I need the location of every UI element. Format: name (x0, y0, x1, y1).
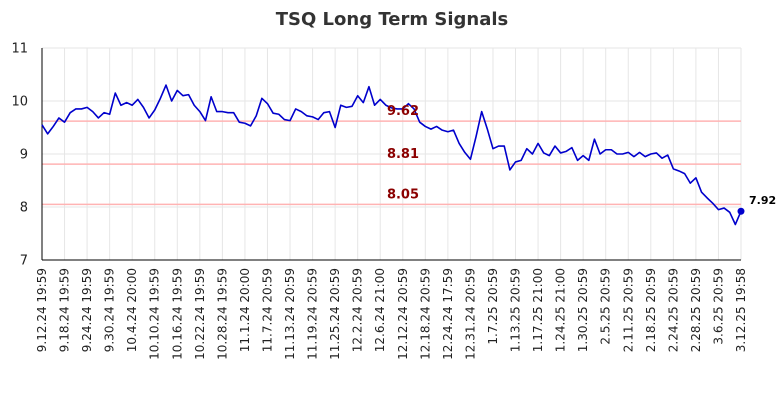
axes: 7 8 9 10 11 9.12.24 19:59 9.18.24 19:59 9.24.24… (11, 42, 748, 360)
x-tick-label: 1.24.25 21:00 (554, 268, 568, 352)
chart-title: TSQ Long Term Signals (276, 9, 508, 30)
x-tick-label: 12.18.24 20:59 (418, 268, 432, 360)
x-tick-label: 11.19.24 20:59 (306, 268, 320, 360)
x-tick-label: 1.17.25 21:00 (531, 268, 545, 352)
signal-line-label: 9.62 (387, 104, 419, 119)
x-tick-label: 11.13.24 20:59 (283, 268, 297, 360)
series-line (41, 84, 742, 226)
x-tick-label: 10.16.24 19:59 (170, 268, 184, 360)
x-tick-label: 12.24.24 17:59 (441, 268, 455, 360)
x-tick-label: 1.13.25 20:59 (509, 268, 523, 352)
x-tick-label: 9.30.24 19:59 (103, 268, 117, 352)
y-tick-label: 11 (11, 42, 28, 57)
x-tick-label: 12.31.24 20:59 (463, 268, 477, 360)
x-tick-label: 2.11.25 20:59 (621, 268, 635, 352)
x-tick-label: 10.28.24 19:59 (215, 268, 229, 360)
signal-line-label: 8.81 (387, 147, 419, 162)
x-tick-label: 3.12.25 19:58 (734, 268, 748, 352)
y-tick-label: 7 (20, 254, 28, 269)
x-tick-label: 1.7.25 20:59 (486, 268, 500, 345)
x-tick-label: 11.25.24 20:59 (328, 268, 342, 360)
x-tick-label: 12.2.24 20:59 (351, 268, 365, 352)
x-tick-label: 11.1.24 20:00 (238, 268, 252, 352)
x-tick-label: 3.6.25 20:59 (711, 268, 725, 345)
last-value-label: 7.92 (749, 194, 776, 207)
y-tick-label: 8 (20, 201, 28, 216)
x-tick-label: 10.4.24 20:00 (125, 268, 139, 352)
x-tick-label: 11.7.24 20:59 (260, 268, 274, 352)
y-tick-label: 9 (20, 148, 28, 163)
signal-line-label: 8.05 (387, 187, 419, 202)
x-tick-label: 10.10.24 19:59 (148, 268, 162, 360)
series (41, 84, 745, 226)
last-point-marker (737, 207, 745, 215)
signal-lines (42, 120, 741, 206)
x-tick-label: 1.30.25 20:59 (576, 268, 590, 352)
x-tick-label: 2.5.25 20:59 (599, 268, 613, 345)
x-tick-label: 2.24.25 20:59 (666, 268, 680, 352)
x-tick-label: 2.18.25 20:59 (644, 268, 658, 352)
x-tick-label: 12.6.24 21:00 (373, 268, 387, 352)
x-tick-label: 9.18.24 19:59 (58, 268, 72, 352)
x-tick-label: 9.12.24 19:59 (35, 268, 49, 352)
y-tick-label: 10 (11, 95, 28, 110)
x-tick-label: 12.12.24 20:59 (396, 268, 410, 360)
x-tick-label: 2.28.25 20:59 (689, 268, 703, 352)
labels: 9.62 8.81 8.05 7.92 (387, 104, 776, 207)
x-tick-label: 10.22.24 19:59 (193, 268, 207, 360)
x-tick-label: 9.24.24 19:59 (80, 268, 94, 352)
